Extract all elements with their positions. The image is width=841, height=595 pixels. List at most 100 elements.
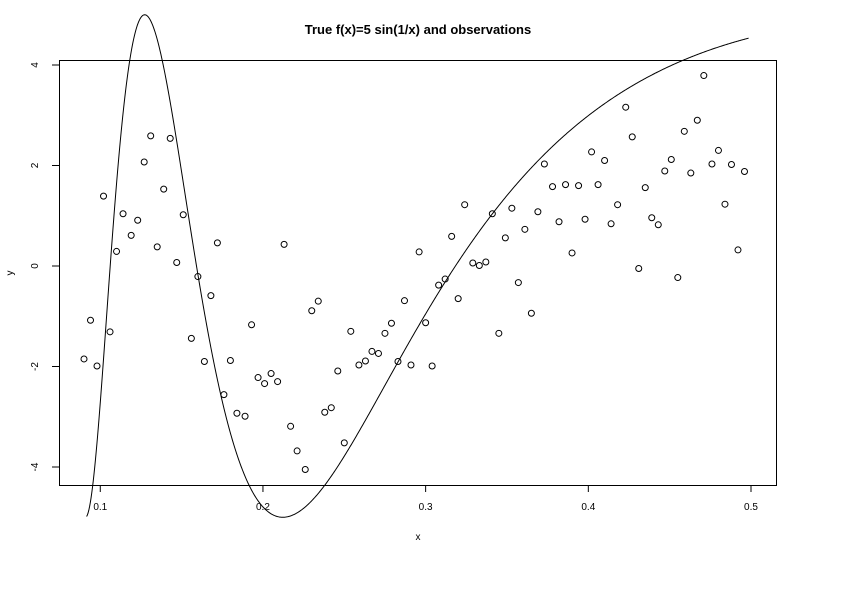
observation-point — [594, 181, 602, 189]
observation-point — [614, 201, 622, 209]
observation-point — [347, 327, 355, 335]
observation-point — [233, 409, 241, 417]
observation-point — [254, 374, 262, 382]
observation-point — [327, 404, 335, 412]
observation-point — [267, 370, 275, 378]
observation-point — [482, 258, 490, 266]
observation-point — [308, 307, 316, 315]
observation-point — [87, 316, 95, 324]
observation-point — [687, 169, 695, 177]
observation-point — [293, 447, 301, 455]
observation-point — [187, 334, 195, 342]
observation-point — [321, 408, 329, 416]
observation-point — [601, 156, 609, 164]
observation-point — [314, 297, 322, 305]
observation-point — [119, 210, 127, 218]
observation-point — [127, 231, 135, 239]
observation-point — [179, 211, 187, 219]
observation-point — [495, 329, 503, 337]
observation-point — [340, 439, 348, 447]
observation-point — [641, 184, 649, 192]
observation-point — [381, 329, 389, 337]
observation-point — [394, 357, 402, 365]
observation-point — [508, 204, 516, 212]
observation-point — [248, 321, 256, 329]
x-tick-label: 0.3 — [419, 502, 433, 513]
observation-point — [274, 378, 282, 386]
observation-point — [374, 349, 382, 357]
observation-point — [428, 362, 436, 370]
observation-point — [361, 357, 369, 365]
observation-point — [588, 148, 596, 156]
observation-point — [734, 246, 742, 254]
x-axis: 0.1 0.2 0.3 0.4 0.5 — [93, 485, 758, 513]
observation-point — [160, 185, 168, 193]
observation-point — [100, 192, 108, 200]
observation-point — [654, 221, 662, 229]
observation-point — [280, 240, 288, 248]
observation-point — [461, 201, 469, 209]
observation-point — [469, 259, 477, 267]
observation-point — [147, 132, 155, 140]
observation-point — [213, 239, 221, 247]
observation-point — [514, 279, 522, 287]
observation-point — [140, 158, 148, 166]
observation-point — [568, 249, 576, 257]
observation-point — [475, 262, 483, 269]
y-tick-label: -4 — [30, 462, 41, 471]
observation-point — [622, 103, 630, 111]
observation-point — [708, 160, 716, 168]
x-tick-label: 0.1 — [93, 502, 107, 513]
observation-point — [549, 183, 557, 191]
observation-point — [448, 232, 456, 240]
observation-point — [93, 362, 101, 370]
x-tick-label: 0.2 — [256, 502, 270, 513]
observation-point — [134, 216, 142, 224]
observation-point — [287, 422, 295, 430]
observation-point — [527, 309, 535, 317]
observation-point — [667, 155, 675, 163]
observation-point — [721, 200, 729, 208]
observation-point — [422, 319, 430, 327]
observation-point — [628, 133, 636, 141]
observation-point — [241, 412, 249, 420]
observation-point — [607, 220, 615, 228]
observation-point — [521, 225, 529, 233]
observation-point — [581, 215, 589, 223]
observation-point — [207, 292, 215, 300]
observation-point — [200, 357, 208, 365]
y-tick-label: -2 — [30, 362, 41, 371]
observation-point — [714, 146, 722, 154]
observation-point — [407, 361, 415, 369]
x-tick-label: 0.4 — [581, 502, 595, 513]
x-axis-label: x — [416, 532, 421, 543]
y-axis: -4 -2 0 2 4 — [30, 62, 59, 471]
observation-point — [501, 234, 509, 242]
observation-point — [562, 181, 570, 189]
observation-point — [540, 160, 548, 168]
observation-point — [226, 356, 234, 364]
observation-point — [153, 243, 161, 251]
observation-point — [454, 295, 462, 303]
observation-point — [693, 116, 701, 124]
observation-point — [488, 210, 496, 218]
observation-point — [441, 275, 449, 283]
y-tick-label: 4 — [30, 62, 41, 68]
true-function-curve — [86, 14, 749, 518]
observation-point — [700, 72, 708, 80]
x-tick-label: 0.5 — [744, 502, 758, 513]
observation-point — [555, 218, 563, 226]
chart-title: True f(x)=5 sin(1/x) and observations — [305, 22, 531, 37]
observation-point — [334, 367, 342, 375]
observation-point — [80, 355, 88, 363]
y-tick-label: 2 — [30, 162, 41, 168]
observation-point — [575, 182, 583, 190]
observation-point — [648, 214, 656, 222]
observation-point — [387, 319, 395, 327]
observation-point — [106, 328, 114, 336]
observation-point — [173, 258, 181, 266]
observation-point — [113, 247, 121, 255]
observation-point — [194, 273, 202, 281]
observation-point — [661, 167, 669, 175]
